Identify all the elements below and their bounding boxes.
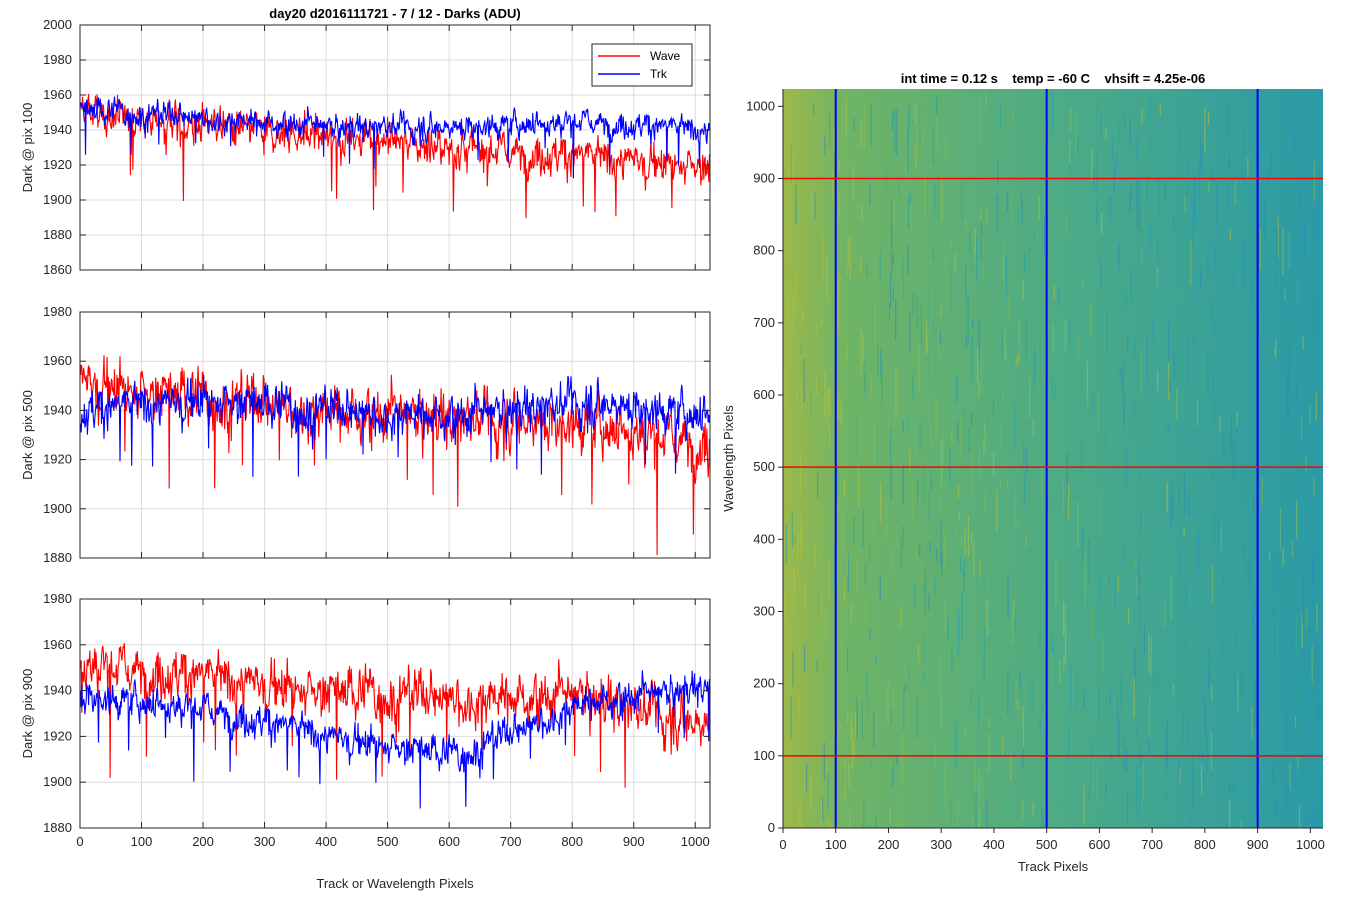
x-tick-label: 700 [1141,837,1163,852]
y-tick-label: 1940 [43,402,72,417]
x-tick-label: 200 [192,834,214,849]
series-line-trk [79,96,711,179]
x-axis-label: Track or Wavelength Pixels [316,876,474,891]
x-tick-label: 500 [1036,837,1058,852]
y-axis-label: Dark @ pix 900 [20,669,35,759]
x-tick-label: 300 [254,834,276,849]
x-tick-label: 900 [623,834,645,849]
y-tick-label: 1920 [43,728,72,743]
line-panel-2: 1880 1900 1920 1940 1960 1980 Dark @ pix 500 [20,304,711,565]
y-tick-label: 1940 [43,122,72,137]
x-tick-label: 300 [930,837,952,852]
x-tick-label: 700 [500,834,522,849]
series-line-trk [79,374,711,477]
y-tick-label: 2000 [43,17,72,32]
legend-box [591,43,693,87]
x-tick-label: 500 [377,834,399,849]
y-tick-label: 1000 [746,98,775,113]
heatmap-texture [782,91,1322,828]
y-tick-label: 800 [753,243,775,258]
axes-frame [79,24,711,271]
y-tick-label: 1880 [43,550,72,565]
y-tick-label: 1960 [43,637,72,652]
y-tick-label: 1980 [43,52,72,67]
y-axis-label: Dark @ pix 100 [20,103,35,193]
legend: Wave Trk [591,43,693,87]
y-tick-label: 900 [753,170,775,185]
x-tick-label: 400 [983,837,1005,852]
y-tick-label: 1860 [43,262,72,277]
y-tick-label: 1900 [43,774,72,789]
y-axis-label: Dark @ pix 500 [20,390,35,480]
x-tick-label: 600 [438,834,460,849]
series-line-wave [79,355,711,556]
y-tick-label: 1900 [43,501,72,516]
y-tick-label: 1880 [43,227,72,242]
x-tick-label: 900 [1247,837,1269,852]
y-tick-label: 700 [753,315,775,330]
x-tick-label: 100 [825,837,847,852]
y-tick-label: 200 [753,676,775,691]
legend-label-trk: Trk [650,67,668,81]
y-tick-label: 600 [753,387,775,402]
y-tick-label: 1880 [43,820,72,835]
y-tick-label: 400 [753,531,775,546]
y-tick-label: 1900 [43,192,72,207]
y-tick-label: 1940 [43,683,72,698]
y-tick-label: 100 [753,748,775,763]
legend-label-wave: Wave [650,49,681,63]
y-tick-label: 300 [753,603,775,618]
x-tick-label: 0 [779,837,786,852]
x-tick-label: 1000 [1296,837,1325,852]
x-tick-label: 100 [131,834,153,849]
line-panel-1: 1860 1880 1900 1920 1940 1960 1980 2000 Dark @ p… [20,17,711,277]
x-tick-label: 600 [1089,837,1111,852]
x-tick-label: 800 [561,834,583,849]
y-tick-label: 500 [753,459,775,474]
heatmap-panel: 0 100 200 300 400 500 600 700 800 900 1000 0 100 200 3… [721,71,1325,874]
x-tick-label: 400 [315,834,337,849]
axes-frame [79,311,711,559]
x-tick-label: 0 [76,834,83,849]
axes-frame [79,598,711,829]
y-tick-label: 1920 [43,157,72,172]
line-panel-3: 1880 1900 1920 1940 1960 1980 0 100 200 300 400 500… [20,591,711,891]
series-line-wave [79,643,711,788]
series-line-trk [79,670,711,809]
y-tick-label: 1980 [43,304,72,319]
x-tick-label: 1000 [681,834,710,849]
y-tick-label: 1980 [43,591,72,606]
heatmap-image [783,89,1323,828]
y-axis-label: Wavelength Pixels [721,405,736,512]
figure-title: day20 d2016111721 - 7 / 12 - Darks (ADU) [269,6,520,21]
y-tick-label: 1960 [43,87,72,102]
x-tick-label: 800 [1194,837,1216,852]
heatmap-title: int time = 0.12 s temp = -60 C vhsift = … [901,71,1206,86]
y-tick-label: 0 [768,820,775,835]
y-tick-label: 1920 [43,452,72,467]
x-axis-label: Track Pixels [1018,859,1089,874]
x-tick-label: 200 [878,837,900,852]
y-tick-label: 1960 [43,353,72,368]
